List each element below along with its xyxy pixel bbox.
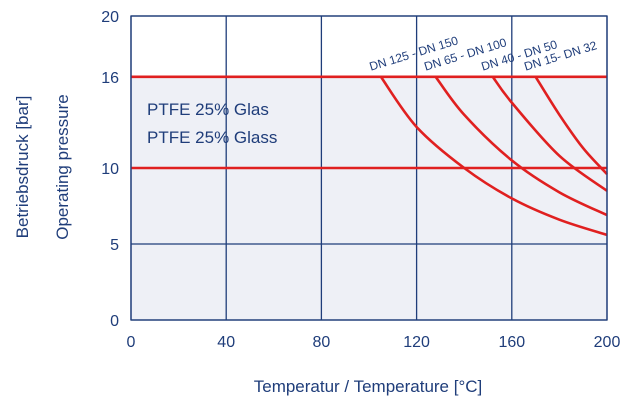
y-axis-title-de: Betriebsdruck [bar]: [13, 96, 32, 239]
x-tick-label: 40: [217, 334, 235, 351]
y-tick-label: 0: [110, 313, 119, 330]
y-tick-labels: 0 5 10 16 20: [101, 9, 119, 330]
series-curve: [379, 76, 608, 237]
series-curves: [379, 76, 608, 237]
x-tick-label: 120: [403, 334, 430, 351]
y-tick-label: 5: [110, 237, 119, 254]
y-axis-title-en: Operating pressure: [53, 94, 72, 240]
plot-background: [131, 76, 607, 320]
x-axis-title: Temperatur / Temperature [°C]: [254, 377, 483, 396]
reference-lines: [131, 75, 607, 170]
y-tick-label: 16: [101, 70, 119, 87]
material-label-en: PTFE 25% Glass: [147, 128, 277, 147]
series-curve: [534, 76, 608, 175]
plot-frame: [130, 15, 608, 321]
y-tick-label: 20: [101, 9, 119, 26]
series-curve: [434, 76, 608, 217]
x-tick-label: 160: [498, 334, 525, 351]
y-tick-label: 10: [101, 161, 119, 178]
x-tick-labels: 0 40 80 120 160 200: [127, 334, 621, 351]
x-tick-label: 0: [127, 334, 136, 351]
series-curve: [491, 76, 608, 192]
x-tick-label: 80: [313, 334, 331, 351]
material-label-de: PTFE 25% Glas: [147, 100, 269, 119]
x-tick-label: 200: [594, 334, 621, 351]
